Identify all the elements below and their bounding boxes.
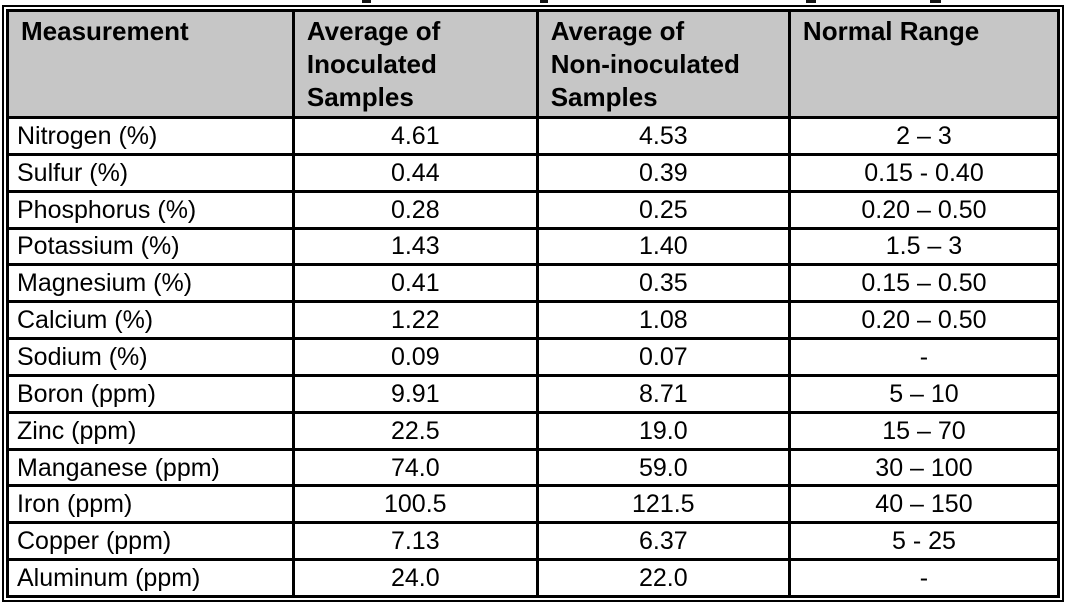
header-normal-range: Normal Range: [787, 9, 1061, 119]
table-row: Zinc (ppm) 22.5 19.0 15 – 70: [6, 410, 1061, 451]
inoculated-cell: 0.28: [291, 189, 539, 230]
measurement-cell: Aluminum (ppm): [6, 558, 295, 598]
measurement-cell: Sodium (%): [6, 337, 295, 377]
measurement-cell: Calcium (%): [6, 300, 295, 341]
non-inoculated-cell: 0.25: [535, 189, 791, 230]
table-row: Aluminum (ppm) 24.0 22.0-: [6, 558, 1061, 598]
inoculated-cell: 4.61: [291, 116, 539, 156]
table-row: Calcium (%) 1.22 1.08 0.20 – 0.50: [6, 300, 1061, 341]
clipped-title-remnants: [0, 0, 1072, 5]
leaf-analysis-table-frame: Measurement Average of Inoculated Sample…: [2, 5, 1064, 602]
non-inoculated-cell: 19.0: [535, 410, 791, 451]
measurement-cell: Copper (ppm): [6, 521, 295, 562]
table-header-row: Measurement Average of Inoculated Sample…: [6, 9, 1061, 119]
normal-range-cell: 0.15 - 0.40: [787, 152, 1061, 193]
non-inoculated-cell: 1.08: [535, 300, 791, 341]
non-inoculated-cell: 1.40: [535, 226, 791, 267]
inoculated-cell: 1.43: [291, 226, 539, 267]
header-measurement: Measurement: [6, 9, 295, 119]
header-avg-non-inoculated: Average of Non-inoculated Samples: [535, 9, 791, 119]
table-row: Sulfur (%) 0.44 0.39 0.15 - 0.40: [6, 152, 1061, 193]
normal-range-cell: -: [787, 558, 1061, 598]
non-inoculated-cell: 22.0: [535, 558, 791, 598]
non-inoculated-cell: 0.39: [535, 152, 791, 193]
normal-range-cell: -: [787, 337, 1061, 377]
non-inoculated-cell: 8.71: [535, 373, 791, 414]
non-inoculated-cell: 4.53: [535, 116, 791, 156]
non-inoculated-cell: 59.0: [535, 447, 791, 488]
measurement-cell: Nitrogen (%): [6, 116, 295, 156]
inoculated-cell: 0.41: [291, 263, 539, 304]
measurement-cell: Sulfur (%): [6, 152, 295, 193]
inoculated-cell: 74.0: [291, 447, 539, 488]
normal-range-cell: 5 - 25: [787, 521, 1061, 562]
non-inoculated-cell: 0.35: [535, 263, 791, 304]
inoculated-cell: 7.13: [291, 521, 539, 562]
measurement-cell: Magnesium (%): [6, 263, 295, 304]
header-avg-inoculated: Average of Inoculated Samples: [291, 9, 539, 119]
inoculated-cell: 0.44: [291, 152, 539, 193]
inoculated-cell: 0.09: [291, 337, 539, 377]
table-row: Manganese (ppm) 74.0 59.0 30 – 100: [6, 447, 1061, 488]
measurement-cell: Iron (ppm): [6, 484, 295, 525]
normal-range-cell: 0.15 – 0.50: [787, 263, 1061, 304]
table-row: Magnesium (%) 0.41 0.35 0.15 – 0.50: [6, 263, 1061, 304]
table-row: Copper (ppm) 7.13 6.37 5 - 25: [6, 521, 1061, 562]
normal-range-cell: 1.5 – 3: [787, 226, 1061, 267]
measurement-cell: Phosphorus (%): [6, 189, 295, 230]
normal-range-cell: 15 – 70: [787, 410, 1061, 451]
non-inoculated-cell: 0.07: [535, 337, 791, 377]
non-inoculated-cell: 121.5: [535, 484, 791, 525]
clipped-glyph-fragment: [930, 0, 941, 3]
normal-range-cell: 0.20 – 0.50: [787, 300, 1061, 341]
clipped-glyph-fragment: [540, 0, 548, 3]
non-inoculated-cell: 6.37: [535, 521, 791, 562]
clipped-glyph-fragment: [362, 0, 371, 3]
table-row: Nitrogen (%) 4.61 4.53 2 – 3: [6, 116, 1061, 156]
table-row: Boron (ppm) 9.91 8.71 5 – 10: [6, 373, 1061, 414]
table-row: Phosphorus (%) 0.28 0.25 0.20 – 0.50: [6, 189, 1061, 230]
normal-range-cell: 5 – 10: [787, 373, 1061, 414]
measurement-cell: Boron (ppm): [6, 373, 295, 414]
normal-range-cell: 0.20 – 0.50: [787, 189, 1061, 230]
table-row: Iron (ppm) 100.5 121.5 40 – 150: [6, 484, 1061, 525]
normal-range-cell: 2 – 3: [787, 116, 1061, 156]
inoculated-cell: 1.22: [291, 300, 539, 341]
measurement-cell: Potassium (%): [6, 226, 295, 267]
measurement-cell: Manganese (ppm): [6, 447, 295, 488]
normal-range-cell: 40 – 150: [787, 484, 1061, 525]
table-row: Sodium (%) 0.09 0.07-: [6, 337, 1061, 377]
normal-range-cell: 30 – 100: [787, 447, 1061, 488]
measurement-cell: Zinc (ppm): [6, 410, 295, 451]
inoculated-cell: 9.91: [291, 373, 539, 414]
table-row: Potassium (%) 1.43 1.40 1.5 – 3: [6, 226, 1061, 267]
table-body: Nitrogen (%) 4.61 4.53 2 – 3 Sulfur (%) 0.44 0…: [6, 116, 1061, 598]
inoculated-cell: 24.0: [291, 558, 539, 598]
clipped-glyph-fragment: [806, 0, 816, 3]
leaf-analysis-table: Measurement Average of Inoculated Sample…: [6, 9, 1061, 598]
inoculated-cell: 22.5: [291, 410, 539, 451]
inoculated-cell: 100.5: [291, 484, 539, 525]
